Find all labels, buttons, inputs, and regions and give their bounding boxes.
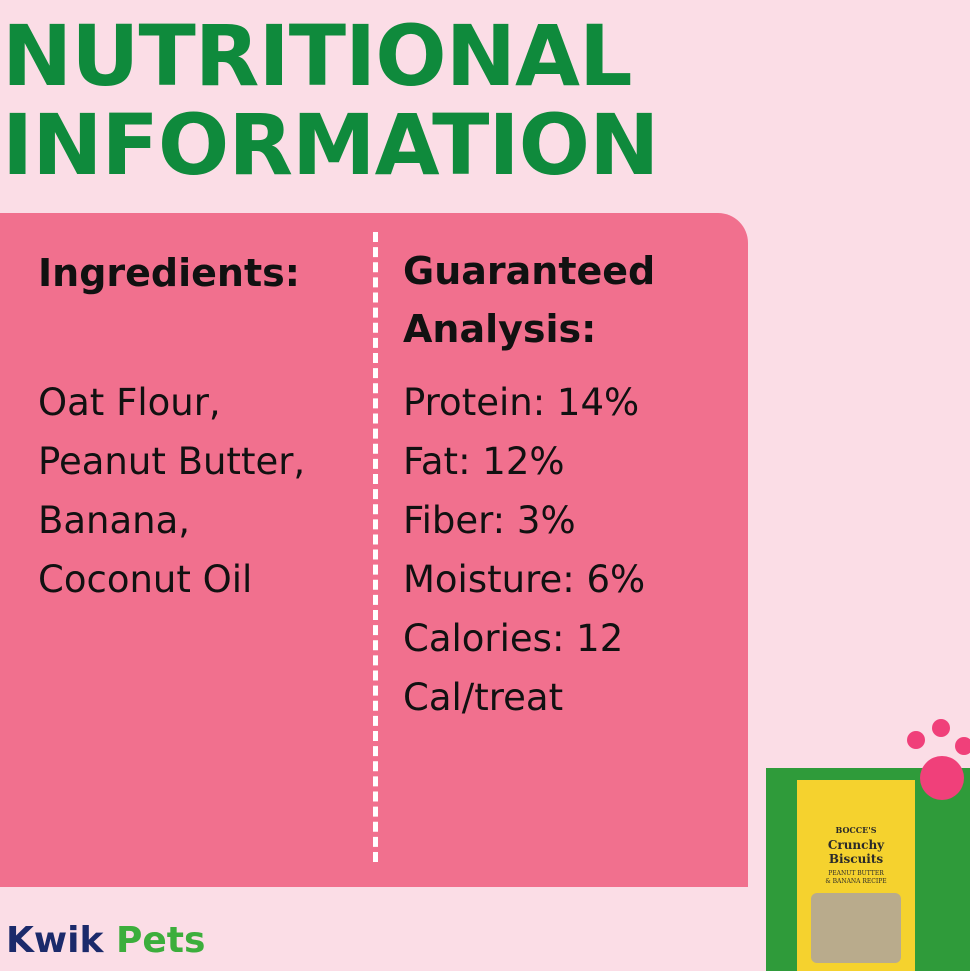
analysis-heading: Guaranteed xyxy=(403,249,656,293)
product-image xyxy=(766,719,970,971)
analysis-line: Fat: 12% xyxy=(403,440,565,483)
analysis-line: Moisture: 6% xyxy=(403,558,646,601)
ingredient: Peanut Butter, xyxy=(38,440,306,483)
analysis-line: Protein: 14% xyxy=(403,381,640,424)
logo: Kwik Pets xyxy=(6,920,205,961)
analysis-line: Fiber: 3% xyxy=(403,499,576,542)
analysis-line: Cal/treat xyxy=(403,676,564,719)
product-brand: BOCCE'S xyxy=(835,825,877,835)
analysis-line: Calories: 12 xyxy=(403,617,624,660)
title-line: NUTRITIONAL xyxy=(2,7,633,105)
ingredient: Coconut Oil xyxy=(38,558,253,601)
product-flavor: & BANANA RECIPE xyxy=(825,878,887,885)
ingredient: Oat Flour, xyxy=(38,381,221,424)
paw xyxy=(920,756,964,800)
title-line: INFORMATION xyxy=(2,96,659,194)
ingredients-heading: Ingredients: xyxy=(38,251,300,295)
logo-text: Kwik xyxy=(6,920,104,961)
paw-toe xyxy=(907,731,925,749)
product-name: Crunchy xyxy=(827,838,885,852)
divider xyxy=(373,232,378,862)
logo-text: Pets xyxy=(115,920,206,961)
analysis-heading: Analysis: xyxy=(403,307,597,351)
product-name: Biscuits xyxy=(828,852,884,866)
ingredient: Banana, xyxy=(38,499,191,542)
product-flavor: PEANUT BUTTER xyxy=(828,870,884,877)
paw-toe xyxy=(955,737,970,755)
biscuit-window xyxy=(811,893,901,963)
paw-toe xyxy=(932,719,950,737)
